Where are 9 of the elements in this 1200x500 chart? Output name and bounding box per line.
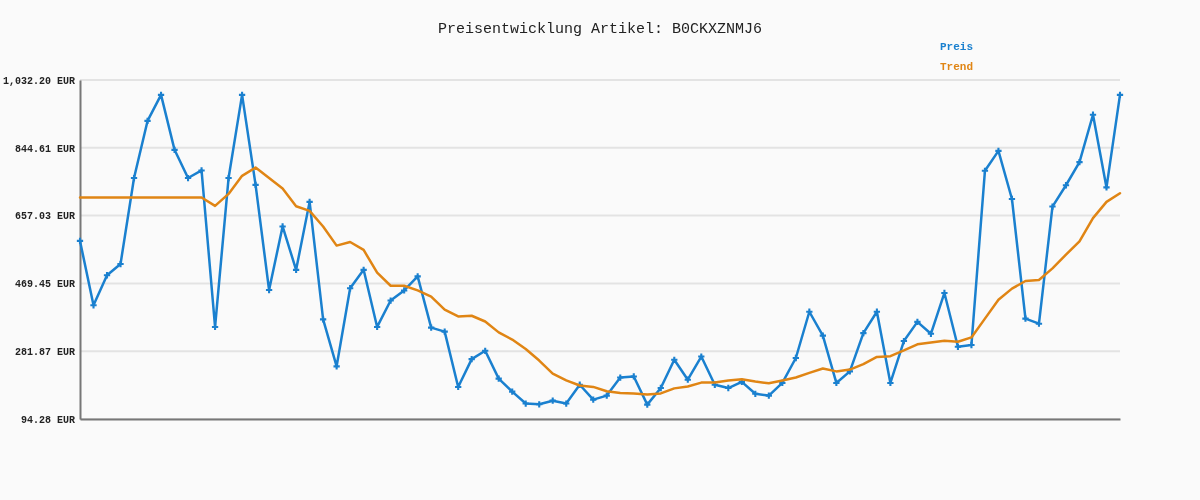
chart-title: Preisentwicklung Artikel: B0CKXZNMJ6 — [437, 21, 763, 38]
text: Preis — [940, 41, 974, 53]
y-tick-label: 469.45 EUR — [14, 279, 75, 291]
y-tick-label: 657.03 EUR — [14, 211, 75, 223]
y-tick-label: 94.28 EUR — [20, 414, 75, 426]
text: Trend — [940, 61, 974, 73]
y-tick-label: 1,032.20 EUR — [2, 75, 75, 87]
y-tick-label: 844.61 EUR — [14, 143, 75, 155]
y-tick-label: 281.87 EUR — [14, 346, 75, 358]
